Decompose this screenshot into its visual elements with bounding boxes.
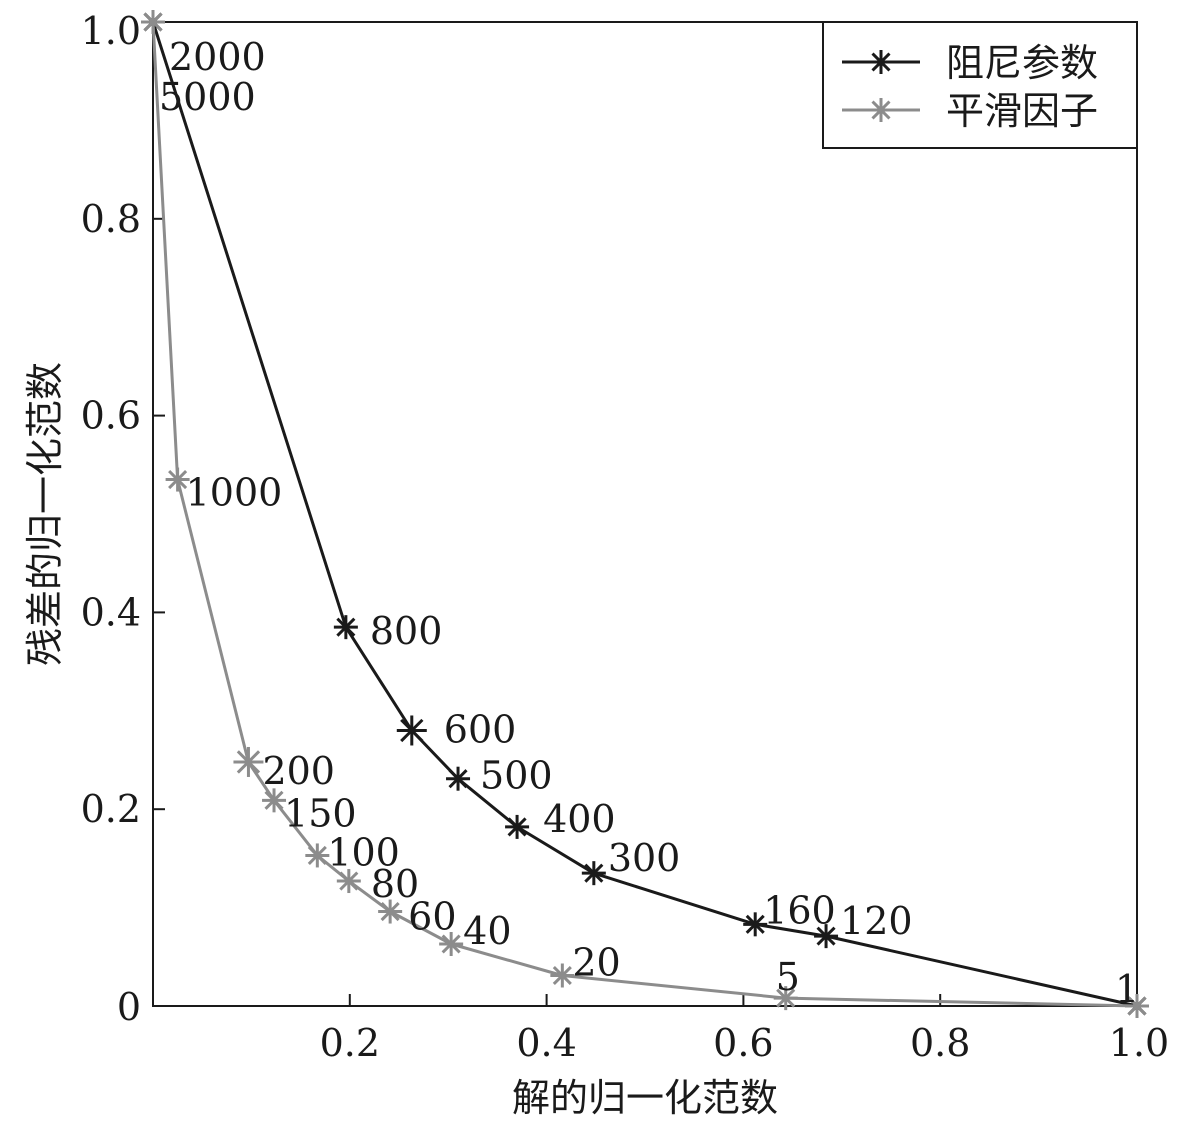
legend-asterisk-smoothing	[869, 98, 893, 122]
point-label: 1	[1115, 967, 1139, 1011]
point-label: 100	[327, 830, 400, 874]
data-point-marker	[165, 467, 190, 492]
point-label: 800	[370, 609, 443, 653]
point-label: 40	[463, 909, 511, 953]
point-label: 5000	[159, 75, 256, 119]
point-label: 1000	[186, 471, 283, 515]
plot-frame	[152, 21, 1138, 1007]
legend-label-smoothing: 平滑因子	[946, 89, 1098, 133]
point-label: 500	[480, 754, 553, 798]
series-layer	[141, 10, 1149, 1018]
point-label: 60	[408, 895, 456, 939]
y-axis-label: 残差的归一化范数	[23, 362, 67, 666]
data-point-marker	[233, 746, 264, 777]
data-point-marker	[378, 899, 403, 924]
data-point-marker	[336, 869, 361, 894]
data-point-marker	[262, 788, 287, 813]
x-tick-label: 0.6	[713, 1021, 773, 1065]
point-label: 300	[608, 836, 681, 880]
legend-label-damping: 阻尼参数	[946, 41, 1098, 85]
point-label: 400	[543, 797, 616, 841]
data-point-marker	[439, 932, 464, 957]
data-point-marker	[396, 715, 427, 746]
point-label: 200	[262, 749, 335, 793]
point-label: 20	[572, 940, 620, 984]
x-tick-label: 0.4	[516, 1021, 576, 1065]
ticks-layer: 0.2 0.4 0.6 0.8 1.0 0 0.2 0.4 0.6 0.8 1.0	[81, 9, 1170, 1065]
y-tick-label: 0.8	[81, 197, 141, 241]
data-point-marker	[550, 963, 575, 988]
legend: 阻尼参数 平滑因子	[822, 21, 1138, 149]
y-tick-label: 0	[117, 985, 141, 1029]
data-point-marker	[743, 912, 768, 937]
x-tick-label: 0.2	[320, 1021, 380, 1065]
data-point-marker	[773, 986, 798, 1011]
point-label: 600	[444, 707, 517, 751]
data-point-marker	[333, 615, 358, 640]
data-point-marker	[446, 766, 471, 791]
y-tick-label: 1.0	[81, 9, 141, 53]
point-label: 160	[763, 888, 836, 932]
data-point-marker	[1125, 994, 1149, 1018]
point-label: 5	[776, 955, 800, 999]
legend-box	[822, 21, 1138, 149]
y-tick-label: 0.4	[81, 590, 141, 634]
x-axis-label: 解的归一化范数	[512, 1076, 778, 1120]
legend-marker-smoothing	[869, 98, 893, 122]
point-label: 120	[840, 899, 913, 943]
point-label: 2000	[169, 35, 266, 79]
data-point-marker	[814, 924, 839, 949]
data-point-marker	[305, 843, 330, 868]
y-tick-label: 0.6	[81, 394, 141, 438]
legend-asterisk-damping	[869, 50, 893, 74]
x-tick-label: 1.0	[1109, 1021, 1169, 1065]
data-point-marker	[141, 10, 165, 34]
data-point-marker	[505, 814, 530, 839]
point-label: 150	[284, 791, 357, 835]
point-label: 80	[371, 862, 419, 906]
x-tick-label: 0.8	[910, 1021, 970, 1065]
y-tick-label: 0.2	[81, 787, 141, 831]
data-point-marker	[581, 861, 606, 886]
legend-marker-damping	[869, 50, 893, 74]
